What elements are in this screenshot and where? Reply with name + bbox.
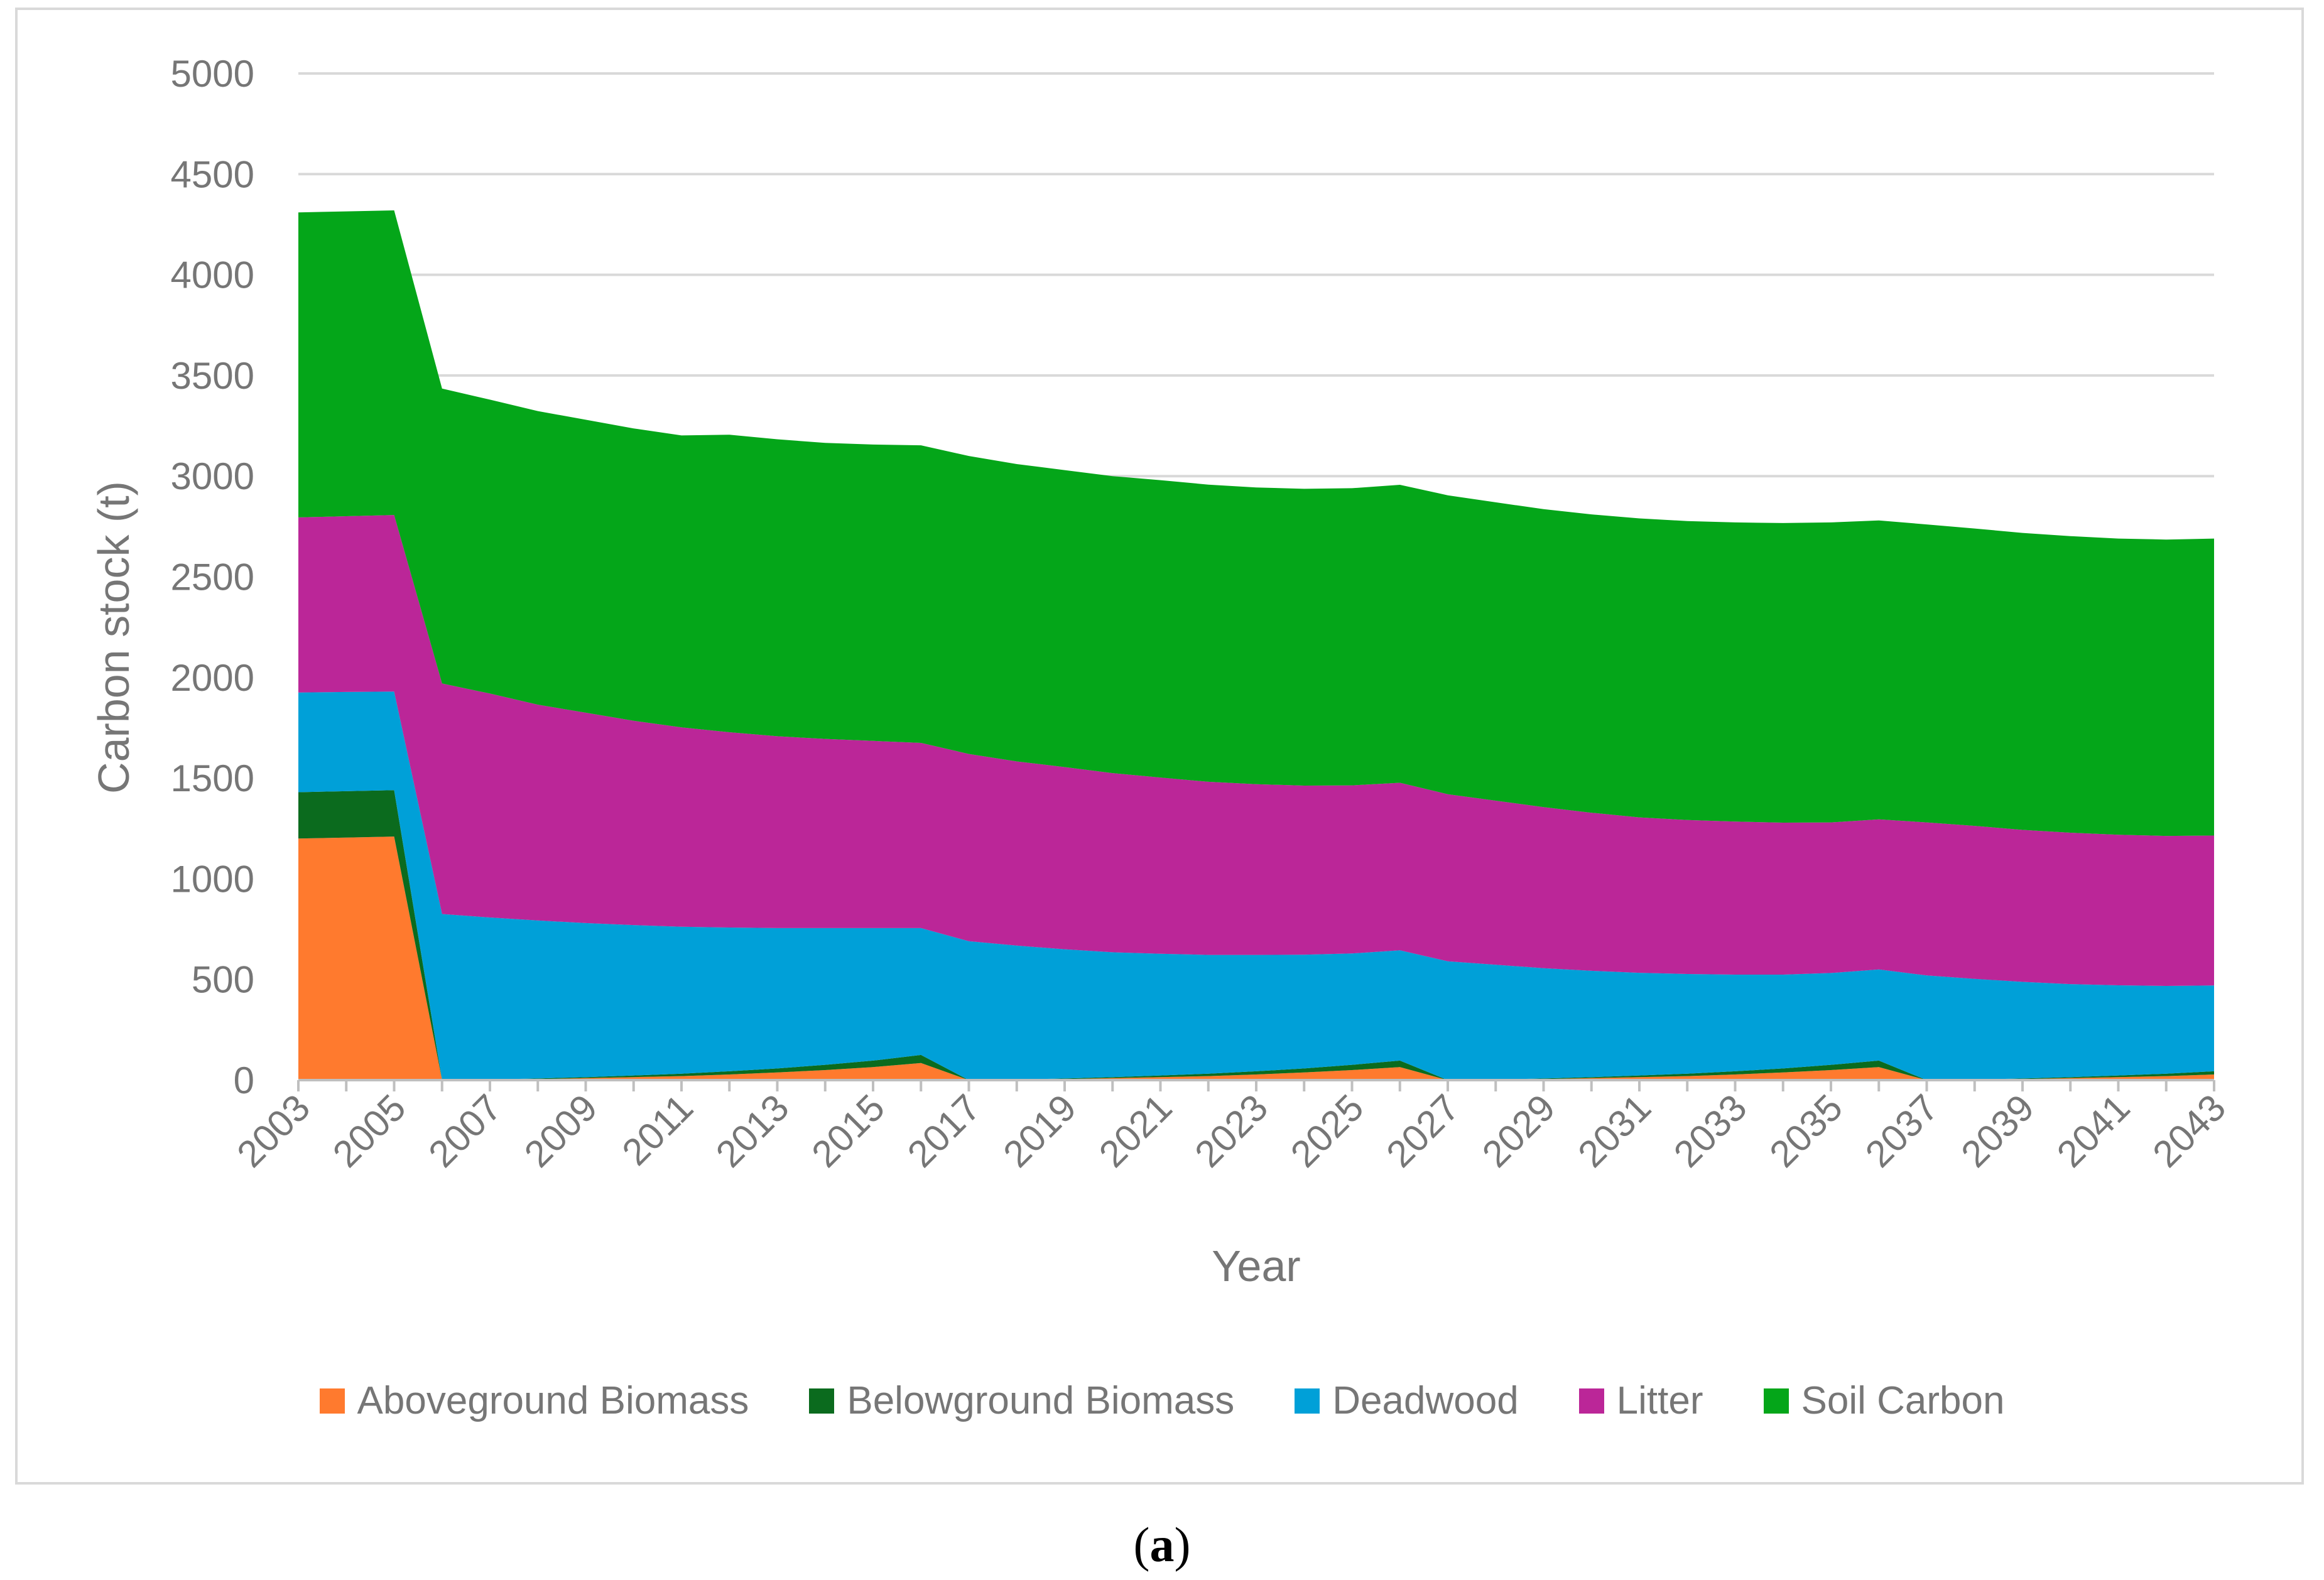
legend-swatch	[1763, 1388, 1789, 1414]
y-axis-title: Carbon stock (t)	[89, 481, 138, 794]
y-tick-label: 1000	[171, 858, 254, 900]
y-tick-label: 4500	[171, 153, 254, 195]
caption-open-paren: (	[1133, 1517, 1150, 1572]
x-tick-label: 2013	[708, 1086, 797, 1176]
x-tick-label: 2015	[803, 1086, 893, 1176]
y-tick-label: 1500	[171, 757, 254, 799]
x-tick-label: 2011	[614, 1086, 702, 1174]
legend-swatch	[319, 1388, 345, 1414]
legend-swatch	[1295, 1388, 1320, 1414]
legend-item: Aboveground Biomass	[319, 1378, 749, 1423]
x-tick-label: 2007	[420, 1086, 509, 1176]
x-tick-label: 2037	[1857, 1086, 1947, 1176]
x-tick-label: 2025	[1283, 1086, 1372, 1176]
legend-item: Soil Carbon	[1763, 1378, 2005, 1423]
x-tick-label: 2039	[1953, 1086, 2042, 1176]
y-tick-label: 2000	[171, 657, 254, 699]
area-litter	[298, 515, 2214, 986]
axes	[297, 1079, 2215, 1091]
x-axis-title: Year	[1212, 1242, 1300, 1291]
y-tick-label: 0	[234, 1059, 254, 1101]
chart-legend: Aboveground Biomass Belowground Biomass De…	[0, 1378, 2324, 1423]
x-tick-label: 2021	[1091, 1086, 1180, 1176]
y-tick-label: 3000	[171, 455, 254, 497]
legend-label: Belowground Biomass	[847, 1379, 1235, 1422]
x-tick-label: 2023	[1186, 1086, 1276, 1176]
x-tick-label: 2019	[995, 1086, 1084, 1176]
legend-label: Litter	[1616, 1379, 1703, 1422]
legend-item: Litter	[1578, 1378, 1703, 1423]
caption-close-paren: )	[1174, 1517, 1191, 1572]
legend-item: Deadwood	[1295, 1378, 1519, 1423]
y-tick-label: 3500	[171, 355, 254, 397]
legend-swatch	[809, 1388, 835, 1414]
caption-letter: a	[1149, 1517, 1175, 1572]
legend-label: Soil Carbon	[1801, 1379, 2005, 1422]
y-tick-label: 5000	[171, 53, 254, 95]
y-tick-label: 4000	[171, 254, 254, 296]
legend-item: Belowground Biomass	[809, 1378, 1234, 1423]
legend-swatch	[1578, 1388, 1604, 1414]
x-tick-label: 2043	[2144, 1086, 2234, 1176]
x-tick-label: 2009	[516, 1086, 605, 1176]
x-tick-labels: 2003 2005 2007 2009 2011 2013 2015 2017 2019 2021…	[229, 1086, 2234, 1176]
legend-label: Deadwood	[1332, 1379, 1519, 1422]
x-tick-label: 2005	[325, 1086, 414, 1176]
x-tick-label: 2029	[1474, 1086, 1563, 1176]
x-tick-label: 2041	[2049, 1086, 2138, 1176]
area-series	[298, 210, 2214, 1080]
y-tick-label: 2500	[171, 556, 254, 598]
y-tick-labels: 0 500 1000 1500 2000 2500 3000 3500 4000 4500 5000	[171, 53, 254, 1101]
area-deadwood	[298, 691, 2214, 1080]
legend-label: Aboveground Biomass	[357, 1379, 749, 1422]
x-tick-label: 2031	[1570, 1086, 1659, 1176]
x-tick-label: 2027	[1378, 1086, 1467, 1176]
area-soil-carbon	[298, 210, 2214, 836]
y-tick-label: 500	[192, 959, 254, 1001]
figure-caption: (a)	[0, 1517, 2324, 1573]
x-tick-label: 2017	[899, 1086, 989, 1176]
x-tick-label: 2033	[1666, 1086, 1755, 1176]
x-tick-label: 2035	[1761, 1086, 1850, 1176]
